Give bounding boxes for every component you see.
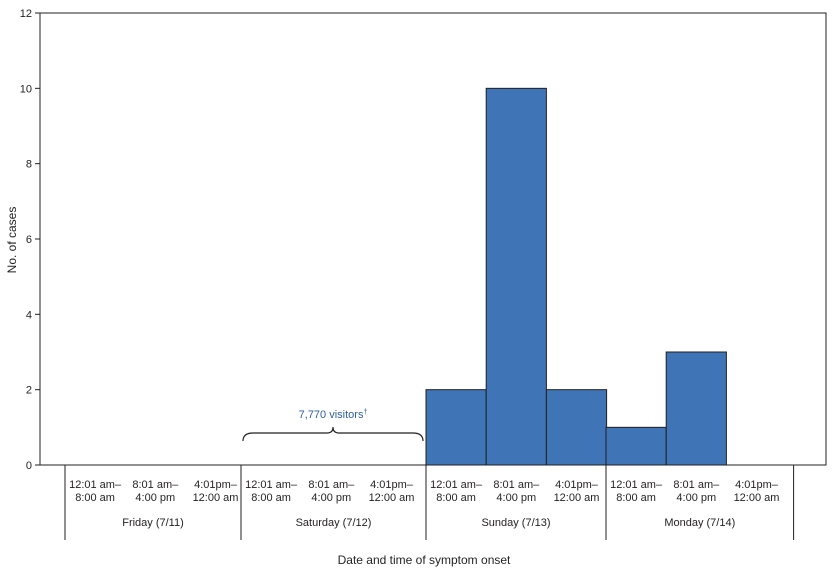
- day-label: Saturday (7/12): [296, 517, 372, 529]
- x-tick-label-start: 8:01 am–: [673, 479, 720, 491]
- x-axis-title: Date and time of symptom onset: [338, 553, 511, 567]
- x-tick-label-end: 8:00 am: [75, 492, 115, 504]
- y-tick-label: 6: [26, 234, 32, 246]
- annotation-text: 7,770 visitors†: [299, 409, 368, 421]
- x-tick-label-start: 12:01 am–: [245, 479, 298, 491]
- bar: [425, 389, 487, 466]
- y-tick-label: 10: [20, 83, 32, 95]
- x-tick-label-end: 4:00 pm: [676, 492, 716, 504]
- x-tick-label-end: 12:00 am: [734, 492, 780, 504]
- y-tick-label: 12: [20, 8, 32, 20]
- x-tick-label-start: 12:01 am–: [69, 479, 122, 491]
- x-tick-label-start: 4:01pm–: [735, 479, 779, 491]
- bar: [545, 389, 608, 466]
- x-tick-label-end: 8:00 am: [616, 492, 656, 504]
- day-label: Monday (7/14): [664, 517, 735, 529]
- x-tick-label-start: 8:01 am–: [493, 479, 540, 491]
- x-tick-label-start: 4:01pm–: [555, 479, 599, 491]
- y-tick-label: 8: [26, 159, 32, 171]
- x-tick-label-end: 8:00 am: [251, 492, 291, 504]
- x-tick-label-start: 8:01 am–: [132, 479, 179, 491]
- x-tick-label-end: 12:00 am: [193, 492, 239, 504]
- x-tick-label-end: 12:00 am: [369, 492, 415, 504]
- annotation-footnote-marker: †: [363, 409, 367, 416]
- bars: [425, 87, 727, 466]
- x-tick-label-start: 4:01pm–: [194, 479, 238, 491]
- bar: [485, 87, 547, 466]
- y-axis: 0 2 4 6 8 10 12: [20, 8, 40, 472]
- x-tick-label-end: 4:00 pm: [496, 492, 536, 504]
- curly-brace: [242, 426, 424, 442]
- y-tick-label: 2: [26, 385, 32, 397]
- x-axis: 12:01 am–8:00 am8:01 am–4:00 pm4:01pm–12…: [64, 465, 795, 540]
- x-tick-label-end: 4:00 pm: [311, 492, 351, 504]
- x-tick-label-start: 4:01pm–: [370, 479, 414, 491]
- y-tick-label: 0: [26, 460, 32, 472]
- x-tick-label-start: 12:01 am–: [610, 479, 663, 491]
- day-label: Friday (7/11): [122, 517, 184, 529]
- day-label: Sunday (7/13): [481, 517, 550, 529]
- bar: [665, 351, 727, 466]
- x-tick-label-end: 12:00 am: [554, 492, 600, 504]
- visitors-annotation: 7,770 visitors†: [242, 409, 424, 442]
- x-tick-label-start: 12:01 am–: [430, 479, 483, 491]
- x-tick-label-end: 4:00 pm: [135, 492, 175, 504]
- y-tick-label: 4: [26, 309, 32, 321]
- x-tick-label-end: 8:00 am: [436, 492, 476, 504]
- y-axis-title: No. of cases: [5, 207, 19, 274]
- bar: [605, 426, 667, 466]
- x-tick-label-start: 8:01 am–: [308, 479, 355, 491]
